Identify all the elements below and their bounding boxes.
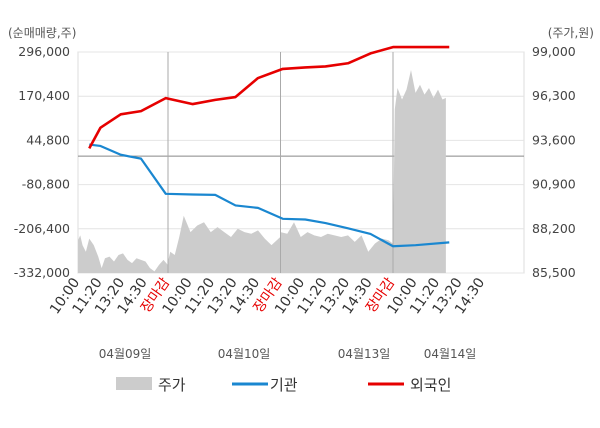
foreign-line [88,45,450,150]
left-tick-label: 44,800 [26,132,70,147]
right-axis-unit: (주가,원) [548,26,594,40]
left-tick-label: 296,000 [18,44,70,59]
legend-swatch-price [116,377,152,390]
line-series [88,45,450,248]
date-label: 04월09일 [99,347,152,361]
right-tick-label: 96,300 [532,88,576,103]
plot-grid [77,51,525,274]
legend: 주가 기관 외국인 [116,376,451,394]
price-area-segment [168,215,281,273]
x-axis-ticks: 10:0011:2013:2014:30장마감10:0011:2013:2014… [47,275,488,317]
left-tick-label: -206,400 [14,221,70,236]
price-area-segment [78,235,168,273]
date-label: 04월10일 [218,347,271,361]
date-labels: 04월09일 04월10일 04월13일 04월14일 [99,347,477,361]
left-tick-label: -80,800 [22,177,70,192]
right-tick-label: 93,600 [532,132,576,147]
date-label: 04월14일 [424,347,477,361]
price-area-series [78,70,446,273]
institution-line [89,143,450,248]
legend-label: 주가 [158,376,186,394]
left-tick-label: 170,400 [18,88,70,103]
day-separators [167,52,394,273]
left-axis-ticks: 296,000 170,400 44,800 -80,800 -206,400 -332,… [14,44,70,280]
price-area-segment [280,222,393,273]
legend-label: 기관 [270,376,298,394]
right-tick-label: 90,900 [532,177,576,192]
left-axis-unit: (순매매량,주) [8,26,76,40]
left-tick-label: -332,000 [14,265,70,280]
date-label: 04월13일 [338,347,391,361]
legend-label: 외국인 [410,376,451,394]
right-tick-label: 99,000 [532,44,576,59]
price-area-segment [393,70,446,273]
right-axis-ticks: 99,000 96,300 93,600 90,900 88,200 85,500 [532,44,576,280]
right-tick-label: 85,500 [532,265,576,280]
right-tick-label: 88,200 [532,221,576,236]
plot-frame [77,51,525,274]
